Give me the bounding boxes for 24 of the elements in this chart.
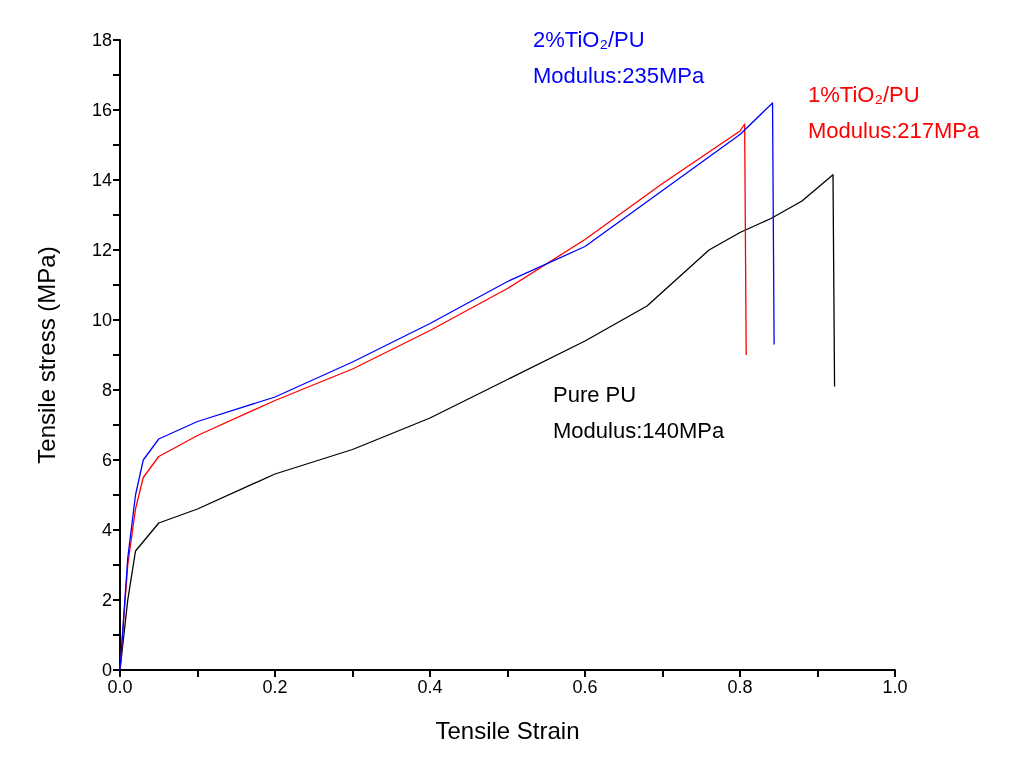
y-tick-label: 6 [101, 450, 112, 470]
y-tick-label: 2 [101, 590, 112, 610]
y-tick-label: 10 [91, 310, 112, 330]
y-tick-label: 8 [101, 380, 112, 400]
annotation: Modulus:217MPa [808, 117, 980, 143]
y-tick-label: 4 [101, 520, 112, 540]
x-tick-label: 0.8 [727, 677, 753, 697]
text: 1%TiO₂/PU [808, 81, 920, 107]
series-label: Pure PU [553, 381, 637, 407]
y-tick-label: 14 [91, 170, 112, 190]
x-tick-label: 0.2 [262, 677, 288, 697]
y-tick-label: 18 [91, 30, 112, 50]
text: 2%TiO₂/PU [533, 26, 645, 52]
annotation: Modulus:235MPa [533, 62, 705, 88]
x-tick-label: 0.0 [107, 677, 133, 697]
y-tick-label: 16 [91, 100, 112, 120]
annotation: Modulus:140MPa [553, 417, 725, 443]
x-tick-label: 0.6 [572, 677, 598, 697]
x-tick-label: 0.4 [417, 677, 443, 697]
y-axis-title: Tensile stress (MPa) [32, 246, 60, 464]
x-tick-label: 1.0 [882, 677, 908, 697]
y-tick-label: 12 [91, 240, 112, 260]
x-axis-title: Tensile Strain [435, 716, 580, 744]
y-tick-label: 0 [101, 660, 112, 680]
